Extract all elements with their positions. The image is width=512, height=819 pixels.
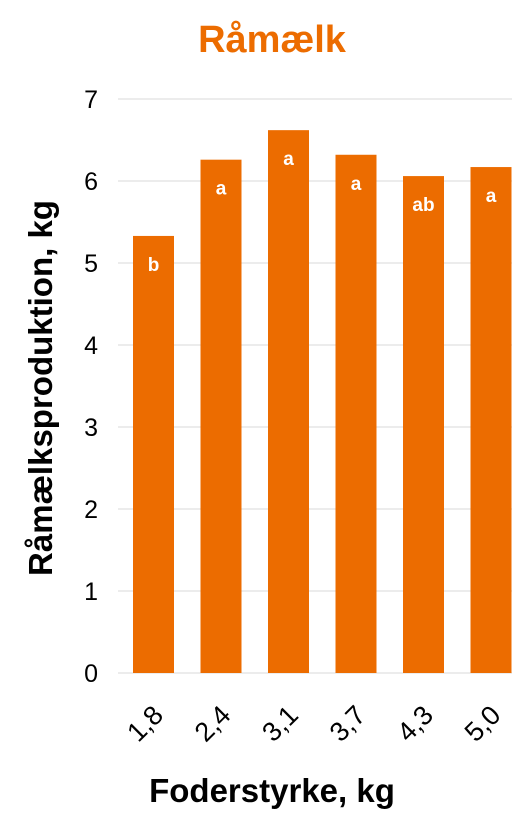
bar-labels: b a a a ab a — [148, 149, 497, 276]
y-tick-label: 3 — [84, 414, 98, 442]
x-tick-label: 2,4 — [189, 700, 237, 748]
bars — [133, 130, 512, 673]
bar-significance-label: b — [148, 255, 160, 276]
y-tick-label: 0 — [84, 660, 98, 688]
y-tick-label: 5 — [84, 250, 98, 278]
gridlines — [118, 98, 512, 674]
x-axis-title: Foderstyrke, kg — [149, 772, 395, 809]
bar-significance-label: a — [216, 179, 227, 200]
x-tick-label: 4,3 — [391, 700, 439, 748]
x-axis-ticks: 1,8 2,4 3,1 3,7 4,3 5,0 — [121, 700, 506, 748]
x-tick-label: 3,7 — [324, 700, 372, 748]
bar-3 — [268, 130, 309, 673]
bar-2 — [200, 159, 242, 673]
chart-title: Råmælk — [198, 19, 347, 61]
y-axis-title: Råmælksproduktion, kg — [22, 200, 59, 576]
x-tick-label: 5,0 — [459, 700, 507, 748]
bar-significance-label: a — [351, 174, 362, 195]
y-tick-label: 2 — [84, 496, 98, 524]
bar-6 — [470, 167, 512, 673]
bar-significance-label: a — [283, 149, 294, 170]
y-tick-label: 1 — [84, 578, 98, 606]
bar-1 — [133, 235, 174, 673]
y-tick-label: 6 — [84, 168, 98, 196]
y-tick-label: 4 — [84, 332, 98, 360]
bar-4 — [335, 154, 377, 673]
bar-significance-label: ab — [412, 195, 434, 216]
y-axis-ticks: 0 1 2 3 4 5 6 7 — [84, 86, 98, 688]
x-tick-label: 3,1 — [256, 700, 304, 748]
y-tick-label: 7 — [84, 86, 98, 114]
x-tick-label: 1,8 — [121, 700, 169, 748]
bar-significance-label: a — [486, 186, 497, 207]
bar-5 — [403, 176, 444, 673]
